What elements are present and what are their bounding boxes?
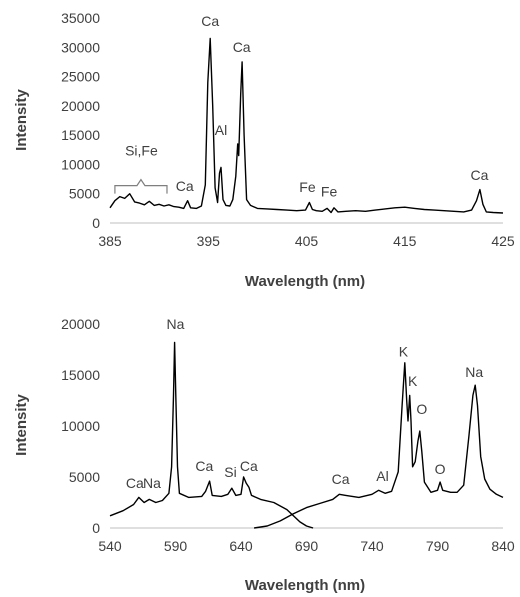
chart-1-peak-label: Ca: [233, 39, 251, 55]
chart-1-y-axis-title: Intensity: [13, 89, 30, 151]
chart-1-y-tick-label: 10000: [61, 156, 100, 172]
chart-1-x-ticks: 385 395 405 415 425: [98, 233, 515, 249]
chart-1-x-tick-label: 395: [197, 233, 221, 249]
chart-2-y-tick-label: 5000: [69, 469, 100, 485]
chart-2-peak-label: Si: [224, 464, 236, 480]
chart-1-y-tick-label: 20000: [61, 98, 100, 114]
chart-1-y-tick-label: 25000: [61, 69, 100, 85]
chart-2-y-tick-label: 10000: [61, 418, 100, 434]
chart-1-peak-label: Ca: [176, 178, 194, 194]
chart-1-peak-label: Fe: [321, 184, 338, 200]
chart-2-x-ticks: 540 590 640 690 740 790 840: [98, 538, 515, 554]
chart-2-x-tick-label: 840: [491, 538, 515, 554]
chart-1-x-tick-label: 415: [393, 233, 417, 249]
chart-1-x-axis-title: Wavelength (nm): [245, 273, 365, 290]
chart-2-peak-label: O: [416, 401, 427, 417]
chart-1-x-tick-label: 405: [295, 233, 319, 249]
chart-2-peak-label: K: [408, 373, 418, 389]
chart-2-y-tick-label: 20000: [61, 316, 100, 332]
chart-2-peak-label: Na: [167, 316, 185, 332]
chart-2-x-tick-label: 640: [229, 538, 253, 554]
chart-2: 0 5000 10000 15000 20000 540 590 640 690 740 790 8…: [13, 316, 515, 594]
chart-1-x-tick-label: 385: [98, 233, 122, 249]
chart-1-peak-label: Al: [215, 122, 227, 138]
chart-1-series-1-line: [109, 37, 504, 214]
chart-2-y-axis-title: Intensity: [13, 394, 30, 456]
chart-1-y-tick-label: 0: [92, 215, 100, 231]
chart-1-x-tick-label: 425: [491, 233, 515, 249]
chart-2-x-tick-label: 740: [360, 538, 384, 554]
chart-2-peak-label: Na: [143, 475, 161, 491]
chart-1-y-tick-label: 30000: [61, 39, 100, 55]
chart-1-peak-label: Si,Fe: [125, 143, 158, 159]
chart-2-y-tick-label: 15000: [61, 367, 100, 383]
chart-1-peak-label: Ca: [470, 167, 488, 183]
chart-2-peak-label: Na: [465, 364, 483, 380]
chart-2-x-axis-title: Wavelength (nm): [245, 577, 365, 594]
chart-1-series: [109, 37, 504, 214]
chart-2-peak-label: Ca: [195, 458, 213, 474]
chart-1-y-ticks: 0 5000 10000 15000 20000 25000 30000 35000: [61, 10, 100, 231]
chart-1-peak-label: Ca: [201, 13, 219, 29]
chart-1-y-tick-label: 15000: [61, 127, 100, 143]
chart-1-y-tick-label: 35000: [61, 10, 100, 26]
chart-2-peak-label: Ca: [126, 475, 144, 491]
chart-1-bracket: [114, 178, 168, 194]
chart-2-x-tick-label: 690: [295, 538, 319, 554]
chart-2-series-2-line: [253, 362, 504, 529]
chart-2-peak-label: Al: [376, 468, 388, 484]
chart-2-y-ticks: 0 5000 10000 15000 20000: [61, 316, 100, 536]
chart-2-y-tick-label: 0: [92, 520, 100, 536]
chart-2-series-1-line: [109, 341, 314, 529]
chart-2-peak-label: K: [399, 344, 409, 360]
chart-1-peak-label: Fe: [299, 179, 316, 195]
chart-2-peak-label: Ca: [332, 471, 350, 487]
chart-2-x-tick-label: 590: [164, 538, 188, 554]
chart-2-x-tick-label: 540: [98, 538, 122, 554]
chart-2-x-tick-label: 790: [426, 538, 450, 554]
chart-1-y-tick-label: 5000: [69, 186, 100, 202]
chart-2-peak-label: O: [435, 461, 446, 477]
chart-2-series: [109, 341, 504, 529]
chart-1-annotations: Si,Fe Ca Ca Al Ca Fe Fe Ca: [114, 13, 489, 200]
chart-2-peak-label: Ca: [240, 458, 258, 474]
